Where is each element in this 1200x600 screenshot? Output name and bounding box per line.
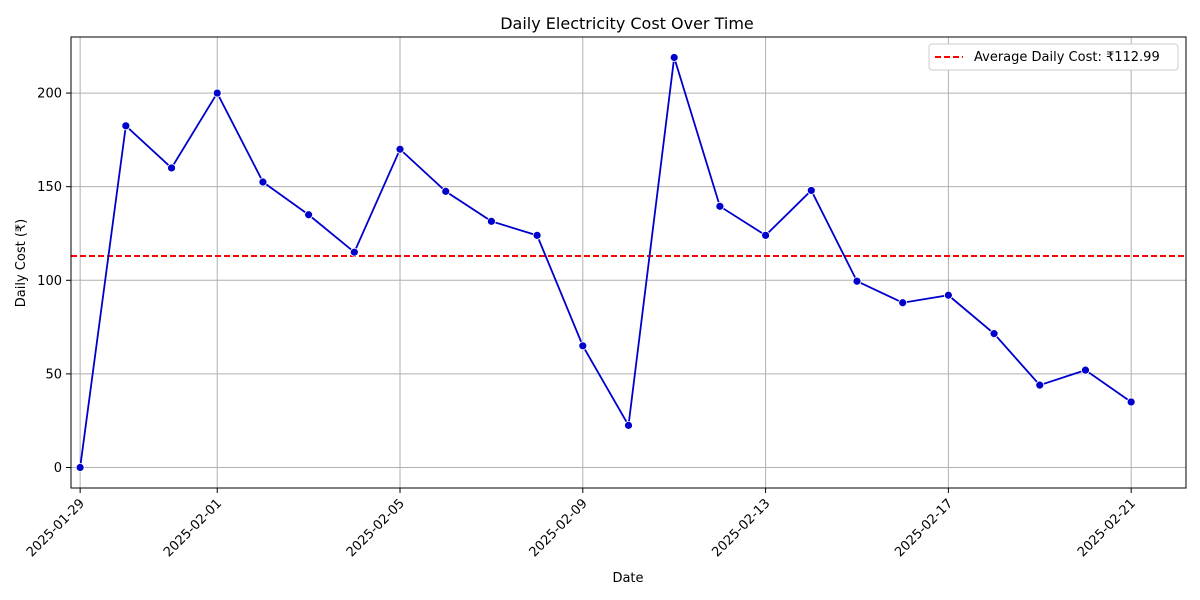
data-point <box>487 216 496 226</box>
y-axis-label: Daily Cost (₹) <box>14 219 29 307</box>
x-tick-label: 2025-01-29 <box>24 496 88 560</box>
data-point <box>898 298 908 308</box>
data-point <box>761 230 770 240</box>
data-point <box>715 201 725 211</box>
chart-title: Daily Electricity Cost Over Time <box>500 14 754 33</box>
data-point <box>989 329 999 339</box>
data-point <box>212 88 222 98</box>
x-tick-label: 2025-02-09 <box>527 496 591 560</box>
data-point <box>121 121 131 131</box>
y-tick-label: 200 <box>37 87 62 102</box>
data-point <box>532 230 542 240</box>
data-point <box>349 247 359 257</box>
x-tick-label: 2025-02-01 <box>161 496 225 560</box>
data-point <box>852 276 862 286</box>
y-tick-label: 150 <box>37 180 62 195</box>
data-point <box>258 177 268 187</box>
x-tick-label: 2025-02-21 <box>1075 496 1139 560</box>
data-point <box>395 144 405 154</box>
y-tick-label: 50 <box>45 367 62 382</box>
legend: Average Daily Cost: ₹112.99 <box>928 43 1179 71</box>
data-point <box>1035 380 1045 390</box>
grid <box>71 37 1186 488</box>
y-axis-ticks: 0 50 100 150 200 <box>37 87 71 476</box>
series-line <box>79 57 1132 468</box>
data-point <box>578 341 588 351</box>
x-axis-ticks: 2025-01-29 2025-02-01 2025-02-05 2025-02-09… <box>24 488 1139 560</box>
x-tick-label: 2025-02-13 <box>709 496 773 560</box>
legend-label: Average Daily Cost: ₹112.99 <box>974 50 1160 65</box>
data-point <box>1126 397 1136 407</box>
data-points <box>75 53 1136 472</box>
data-point <box>669 53 679 62</box>
data-point <box>441 186 451 196</box>
x-axis-label: Date <box>612 571 643 586</box>
legend-box <box>928 43 1179 71</box>
plot-frame <box>70 36 1187 489</box>
x-tick-label: 2025-02-05 <box>344 496 408 560</box>
y-tick-label: 100 <box>37 274 62 289</box>
y-tick-label: 0 <box>54 461 62 476</box>
data-point <box>75 463 85 472</box>
data-point <box>806 186 816 195</box>
data-point <box>943 290 953 300</box>
data-point <box>624 420 633 430</box>
data-point <box>304 210 314 220</box>
data-point <box>167 163 176 173</box>
data-point <box>1081 365 1090 375</box>
x-tick-label: 2025-02-17 <box>892 496 956 560</box>
